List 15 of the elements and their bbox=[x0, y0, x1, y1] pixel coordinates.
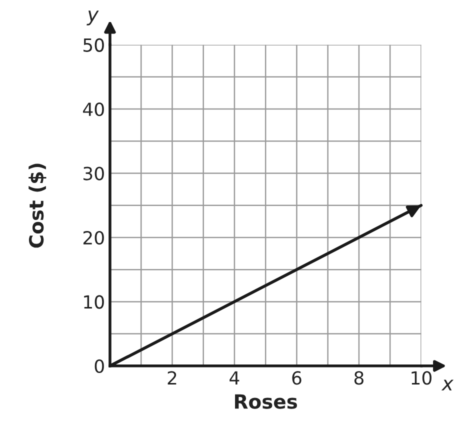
x-tick-label: 6 bbox=[292, 371, 302, 385]
text: x bbox=[441, 380, 454, 390]
x-tick-label: 10 bbox=[412, 371, 432, 385]
y-tick-label: 40 bbox=[83, 102, 104, 116]
y-tick-label: 10 bbox=[84, 295, 104, 309]
y-tick-label: 30 bbox=[84, 166, 104, 180]
y-tick-label: 0 bbox=[94, 359, 104, 374]
y-tick-label: 50 bbox=[84, 38, 104, 52]
text: y bbox=[86, 10, 99, 26]
y-axis-title: Cost ($) bbox=[28, 164, 46, 248]
x-tick-label: 2 bbox=[168, 371, 176, 384]
y-tick-label: 20 bbox=[83, 230, 104, 245]
x-tick-label: 8 bbox=[354, 371, 364, 385]
x-tick-label: 4 bbox=[230, 371, 240, 384]
x-axis-title: Roses bbox=[235, 394, 297, 409]
